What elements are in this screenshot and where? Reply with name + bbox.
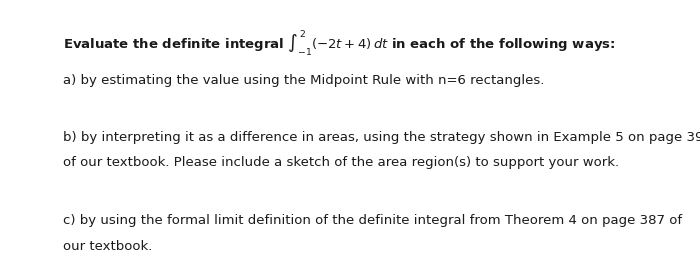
Text: our textbook.: our textbook. — [63, 240, 153, 253]
Text: Evaluate the definite integral $\int_{-1}^{2}(-2t+4)\,dt$ in each of the followi: Evaluate the definite integral $\int_{-1… — [63, 29, 615, 58]
Text: c) by using the formal limit definition of the definite integral from Theorem 4 : c) by using the formal limit definition … — [63, 214, 682, 227]
Text: of our textbook. Please include a sketch of the area region(s) to support your w: of our textbook. Please include a sketch… — [63, 156, 619, 169]
Text: b) by interpreting it as a difference in areas, using the strategy shown in Exam: b) by interpreting it as a difference in… — [63, 131, 700, 144]
Text: a) by estimating the value using the Midpoint Rule with n=6 rectangles.: a) by estimating the value using the Mid… — [63, 74, 545, 87]
